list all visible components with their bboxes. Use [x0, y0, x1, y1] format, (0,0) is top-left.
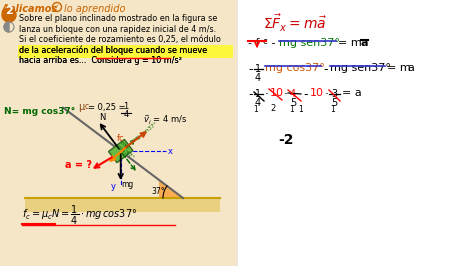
Text: mg: mg: [122, 180, 134, 189]
Text: Aplicamos: Aplicamos: [2, 4, 58, 14]
Text: Sobre el plano inclinado mostrado en la figura se: Sobre el plano inclinado mostrado en la …: [19, 14, 217, 23]
Text: 1: 1: [330, 105, 335, 114]
Text: lo aprendido: lo aprendido: [64, 4, 126, 14]
Text: -: -: [268, 38, 279, 48]
Text: = 0,25 =: = 0,25 =: [88, 103, 126, 112]
Text: 5: 5: [331, 98, 337, 108]
Text: 1: 1: [289, 105, 294, 114]
Bar: [18, 44, 233, 57]
Polygon shape: [159, 180, 183, 198]
Text: a = ?: a = ?: [65, 160, 92, 170]
Text: 5: 5: [290, 98, 296, 108]
Text: ·: ·: [325, 88, 329, 101]
Text: hacia arriba es...  Considera g = 10 m/s²: hacia arriba es... Considera g = 10 m/s²: [19, 56, 182, 65]
Bar: [25, 198, 220, 212]
Text: ✓: ✓: [54, 5, 60, 10]
Text: a: a: [407, 63, 414, 73]
Text: $\Sigma\vec{F}_x = m\vec{a}$: $\Sigma\vec{F}_x = m\vec{a}$: [263, 13, 327, 34]
Text: 1: 1: [298, 105, 303, 114]
Text: de la aceleración del bloque cuando se mueve: de la aceleración del bloque cuando se m…: [19, 45, 207, 55]
Text: -: -: [303, 88, 308, 101]
Text: 3: 3: [331, 89, 337, 99]
Text: $f_c = \mu_c N = \dfrac{1}{4}\cdot mg\,cos37°$: $f_c = \mu_c N = \dfrac{1}{4}\cdot mg\,c…: [22, 204, 137, 227]
Text: 2: 2: [270, 104, 275, 113]
Text: y: y: [111, 182, 116, 191]
Text: N: N: [99, 113, 105, 122]
Text: 1: 1: [255, 64, 261, 74]
Text: lanza un bloque con una rapidez inicial de 4 m/s.: lanza un bloque con una rapidez inicial …: [19, 24, 216, 34]
Text: 10: 10: [270, 88, 284, 98]
Text: c: c: [84, 102, 88, 111]
Text: de la aceleración del bloque cuando se mueve: de la aceleración del bloque cuando se m…: [19, 45, 207, 55]
Text: = a: = a: [342, 88, 362, 98]
Text: mg
cos37°: mg cos37°: [115, 140, 139, 161]
Text: = m: = m: [387, 63, 411, 73]
Text: 4: 4: [255, 98, 261, 108]
Text: 2: 2: [5, 6, 13, 16]
Text: a: a: [361, 38, 368, 48]
Text: 1: 1: [253, 105, 258, 114]
Text: mg·sen37°: mg·sen37°: [131, 121, 159, 143]
Text: mg sen37°: mg sen37°: [330, 63, 391, 73]
Text: -: -: [248, 63, 253, 76]
Circle shape: [2, 8, 16, 22]
Text: ·: ·: [265, 88, 269, 101]
Text: 1: 1: [123, 102, 128, 111]
Text: -2: -2: [278, 133, 293, 147]
Text: $\vec{v}_i$ = 4 m/s: $\vec{v}_i$ = 4 m/s: [143, 113, 187, 127]
Text: ·: ·: [284, 88, 288, 101]
Polygon shape: [109, 139, 133, 163]
Text: x: x: [168, 147, 173, 156]
Text: - f: - f: [248, 38, 259, 48]
Text: Si el coeficiente de rozamiento es 0,25, el módulo: Si el coeficiente de rozamiento es 0,25,…: [19, 35, 221, 44]
Text: -: -: [323, 63, 328, 76]
Text: -: -: [248, 88, 253, 101]
Text: mg sen37°: mg sen37°: [279, 38, 340, 48]
Text: μ: μ: [78, 102, 84, 112]
Text: mg cos37°: mg cos37°: [265, 63, 325, 73]
Text: N= mg cos37°: N= mg cos37°: [4, 107, 75, 116]
Bar: [0, 0, 237, 266]
Text: fc: fc: [118, 134, 125, 143]
Text: hacia arriba es...  Considera g = 10 m/s²: hacia arriba es... Considera g = 10 m/s²: [19, 56, 182, 65]
Text: 1: 1: [255, 89, 261, 99]
Text: 4: 4: [255, 73, 261, 83]
Wedge shape: [4, 22, 9, 32]
Text: c: c: [263, 37, 268, 46]
Text: 10: 10: [310, 88, 324, 98]
Bar: [237, 0, 474, 266]
Text: 37°: 37°: [151, 187, 164, 196]
Text: = m: = m: [338, 38, 362, 48]
Text: 4: 4: [290, 89, 296, 99]
Text: 4: 4: [123, 110, 128, 119]
